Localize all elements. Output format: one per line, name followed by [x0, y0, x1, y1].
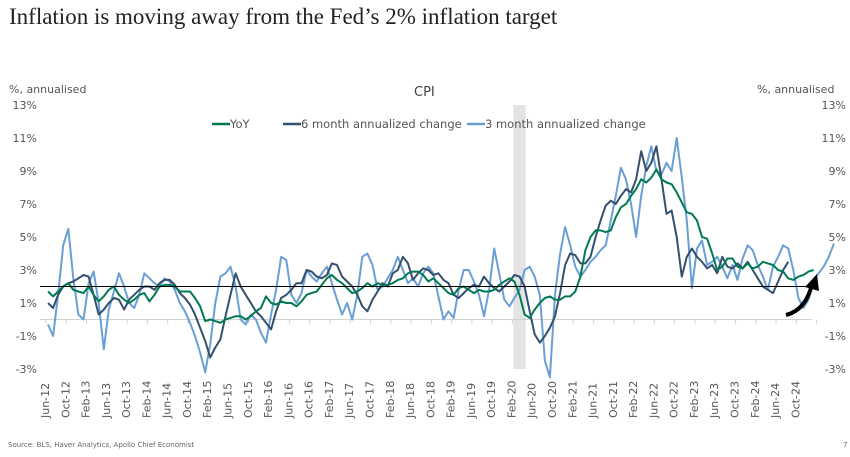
x-tick-label: Feb-14: [140, 381, 153, 418]
y-tick-label-left: -1%: [16, 330, 37, 343]
x-tick-label: Feb-15: [201, 381, 214, 418]
x-tick-label: Jun-19: [465, 383, 478, 419]
y-tick-label-left: 3%: [20, 264, 37, 277]
y-tick-label-left: 11%: [13, 132, 37, 145]
y-tick-label-right: 13%: [822, 99, 846, 112]
x-tick-label: Jun-15: [222, 383, 235, 419]
recession-shading: [513, 105, 526, 369]
y-tick-label-right: 9%: [829, 165, 846, 178]
x-tick-label: Oct-23: [729, 381, 742, 418]
x-tick-label: Feb-17: [323, 381, 336, 418]
x-tick-label: Oct-12: [59, 381, 72, 418]
x-tick-label: Feb-21: [566, 381, 579, 418]
x-tick-label: Feb-24: [749, 381, 762, 418]
source-note: Source: BLS, Haver Analytics, Apollo Chi…: [8, 441, 195, 449]
legend-label: YoY: [229, 117, 251, 131]
x-tick-label: Jun-17: [343, 383, 356, 419]
y-tick-label-right: -1%: [825, 330, 846, 343]
series-line-6-month-annualized-change: [47, 145, 790, 359]
x-tick-label: Oct-22: [668, 381, 681, 418]
x-tick-label: Oct-21: [607, 381, 620, 418]
x-tick-label: Oct-15: [242, 381, 255, 418]
x-tick-label: Oct-18: [424, 381, 437, 418]
x-tick-label: Jun-13: [100, 383, 113, 419]
x-tick-label: Jun-16: [282, 383, 295, 419]
x-tick-label: Jun-20: [526, 383, 539, 419]
y-tick-label-left: 5%: [20, 231, 37, 244]
x-tick-label: Feb-20: [505, 381, 518, 418]
x-tick-label: Oct-16: [303, 381, 316, 418]
x-tick-label: Oct-17: [363, 381, 376, 418]
page-number: 7: [843, 441, 848, 449]
chart-title: CPI: [414, 85, 435, 100]
right-axis-label: %, annualised: [757, 83, 835, 96]
x-tick-label: Jun-22: [647, 383, 660, 419]
x-tick-label: Feb-13: [80, 381, 93, 418]
x-tick-label: Jun-12: [39, 383, 52, 419]
x-tick-label: Feb-16: [262, 381, 275, 418]
x-tick-label: Oct-24: [789, 381, 802, 418]
x-tick-label: Feb-18: [384, 381, 397, 418]
slide-title: Inflation is moving away from the Fed’s …: [9, 4, 558, 29]
series-line-3-month-annualized-change: [47, 137, 835, 379]
y-tick-label-right: 7%: [829, 198, 846, 211]
y-tick-label-right: -3%: [825, 363, 846, 376]
x-tick-label: Jun-14: [161, 383, 174, 419]
y-tick-label-right: 11%: [822, 132, 846, 145]
trend-arrow-head-icon: [805, 274, 819, 291]
y-tick-label-left: 7%: [20, 198, 37, 211]
y-tick-label-left: 13%: [13, 99, 37, 112]
left-axis-label: %, annualised: [9, 83, 87, 96]
y-tick-label-left: -3%: [16, 363, 37, 376]
y-tick-label-left: 9%: [20, 165, 37, 178]
x-tick-label: Oct-13: [120, 381, 133, 418]
x-tick-label: Feb-22: [627, 381, 640, 418]
x-tick-label: Jun-21: [587, 383, 600, 419]
legend-label: 3 month annualized change: [485, 117, 646, 131]
x-tick-label: Jun-18: [404, 383, 417, 419]
y-tick-label-right: 3%: [829, 264, 846, 277]
x-tick-label: Feb-19: [445, 381, 458, 418]
x-tick-label: Jun-24: [769, 383, 782, 419]
x-tick-label: Feb-23: [688, 381, 701, 418]
series-line-yoy: [47, 168, 814, 324]
x-tick-label: Oct-19: [485, 381, 498, 418]
x-tick-label: Oct-14: [181, 381, 194, 418]
x-tick-label: Jun-23: [708, 383, 721, 419]
y-tick-label-right: 5%: [829, 231, 846, 244]
legend-label: 6 month annualized change: [301, 117, 462, 131]
y-tick-label-right: 1%: [829, 297, 846, 310]
y-tick-label-left: 1%: [20, 297, 37, 310]
x-tick-label: Oct-20: [546, 381, 559, 418]
